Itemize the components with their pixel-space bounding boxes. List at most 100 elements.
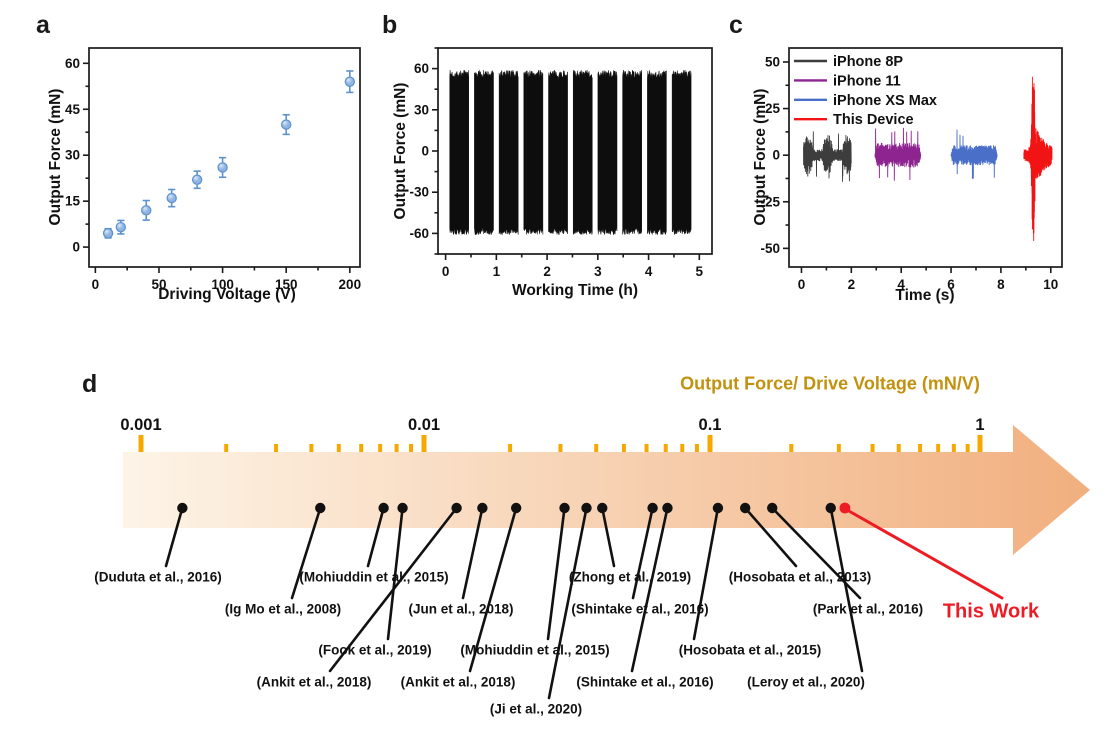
panel-a-plot: 0 50 100 150 200 0 15 30 45 60 [65, 47, 362, 292]
leader-line [366, 506, 385, 568]
burst [523, 69, 544, 235]
minor-tick [644, 444, 649, 452]
citation-label: (Hosobata et al., 2015) [678, 642, 822, 658]
citation-label: (Mohiuddin et al., 2015) [299, 569, 449, 585]
minor-tick [951, 444, 956, 452]
citation-label: (Zhong et al., 2019) [568, 569, 692, 585]
this-work-label: This Work [942, 600, 1040, 623]
waveform-iphone-8p [803, 131, 852, 182]
plot-frame [88, 47, 361, 268]
x-tick-label: 0 [442, 264, 450, 279]
minor-tick [274, 444, 279, 452]
this-work-leader-line [847, 509, 1004, 600]
legend-label: iPhone 11 [833, 73, 901, 89]
panel-a-ylabel: Output Force (mN) [47, 88, 64, 226]
minor-tick [508, 444, 513, 452]
waveform-this-device [1023, 76, 1053, 242]
leader-line [328, 506, 458, 673]
x-tick-label: 2 [543, 264, 551, 279]
data-point-dot [315, 502, 326, 514]
burst [622, 69, 642, 235]
y-tick-label: 0 [772, 148, 780, 163]
major-tick [421, 435, 427, 452]
legend-label: This Device [833, 112, 914, 128]
burst [572, 69, 593, 236]
minor-tick [336, 444, 341, 452]
x-tick-label: 10 [1043, 277, 1058, 292]
minor-tick [621, 444, 626, 452]
citation-label: (Leroy et al., 2020) [747, 674, 865, 690]
y-tick-label: 30 [414, 102, 429, 117]
data-point-dot [739, 502, 751, 514]
citation-label: (Shintake et al., 2016) [576, 674, 714, 690]
x-tick-label: 0 [798, 277, 806, 292]
data-point-dot [597, 502, 608, 514]
minor-tick [789, 444, 794, 452]
minor-tick [936, 444, 941, 452]
x-tick-label: 200 [339, 277, 362, 292]
panel-c-ylabel: Output Force (mN) [752, 88, 769, 226]
panel-b-plot: 0 1 2 3 4 5 -60 -30 0 30 60 [409, 47, 713, 279]
data-point [344, 76, 356, 87]
timeline-arrow [123, 425, 1090, 555]
data-point [166, 192, 177, 204]
minor-tick [378, 444, 383, 452]
leader-line [600, 506, 616, 568]
x-tick-label: 4 [645, 264, 653, 279]
burst [498, 69, 519, 235]
data-point [217, 162, 228, 173]
y-tick-label: 30 [65, 148, 80, 163]
burst-series [449, 69, 692, 236]
waveform-iphone-xs-max [950, 129, 998, 179]
panel-b-ylabel: Output Force (mN) [392, 82, 409, 220]
data-point-dot [510, 502, 522, 514]
minor-tick [870, 444, 875, 452]
leader-line [290, 506, 322, 600]
panel-letter-b: b [382, 11, 398, 39]
citation-label: (Ig Mo et al., 2008) [224, 601, 342, 617]
x-tick-label: 5 [696, 264, 704, 279]
panel-d-diagram: 0.001 0.01 0.1 1 [120, 416, 1090, 700]
axis-tick-label: 0.01 [408, 416, 440, 434]
legend-label: iPhone XS Max [833, 93, 937, 109]
citation-label: (Ankit et al., 2018) [256, 674, 372, 690]
y-tick-label: 0 [421, 144, 429, 159]
axis-tick-label: 1 [975, 416, 984, 434]
major-tick [707, 435, 713, 452]
scatter-series [102, 70, 356, 239]
data-point-dot [477, 502, 488, 514]
x-tick-label: 6 [947, 277, 955, 292]
leader-line [461, 506, 484, 600]
panel-d-axis-title: Output Force/ Drive Voltage (mN/V) [680, 373, 980, 394]
data-point-dot [397, 502, 408, 514]
x-tick-label: 0 [92, 277, 100, 292]
leader-line [546, 506, 566, 641]
y-tick-label: 15 [65, 194, 81, 209]
data-point [115, 221, 127, 233]
y-tick-label: 50 [765, 54, 780, 69]
burst [474, 70, 494, 236]
citation-label: (Duduta et al., 2016) [94, 569, 222, 585]
minor-tick [224, 444, 229, 452]
y-tick-label: 25 [765, 101, 781, 116]
minor-tick [694, 444, 699, 452]
citation-label: (Hosobata et al., 2013) [728, 569, 872, 585]
citation-label: (Fook et al., 2019) [318, 642, 432, 658]
citation-label: (Ankit et al., 2018) [400, 674, 516, 690]
minor-tick [918, 444, 923, 452]
leader-line [386, 506, 404, 641]
this-work-dot [839, 502, 851, 514]
leader-line [547, 506, 588, 700]
leader-line [630, 506, 669, 673]
burst [671, 69, 692, 236]
x-tick-label: 8 [997, 277, 1005, 292]
citation-label: (Park et al., 2016) [812, 601, 924, 617]
y-tick-label: 60 [414, 61, 429, 76]
minor-tick [965, 444, 970, 452]
y-tick-label: -50 [760, 241, 780, 256]
data-point-dot [767, 502, 778, 514]
leader-line [829, 506, 864, 673]
citation-label: (Jun et al., 2018) [408, 601, 514, 617]
